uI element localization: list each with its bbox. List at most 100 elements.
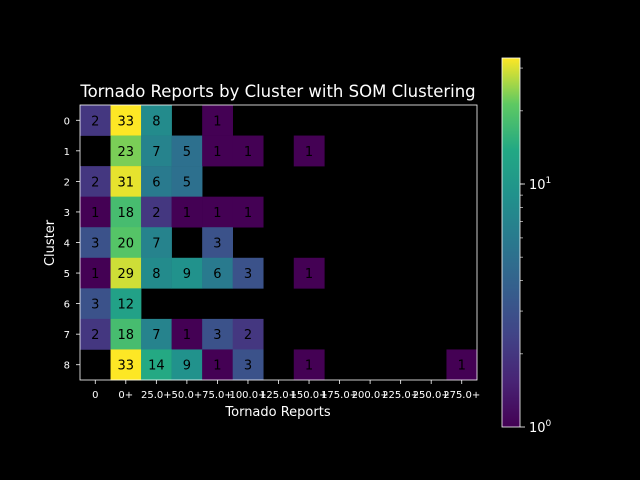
heatmap-cell: [202, 227, 233, 259]
heatmap-cell: [202, 105, 233, 136]
y-tick-label: 3: [64, 208, 70, 219]
y-tick-label: 0: [64, 116, 70, 127]
heatmap-cell: [293, 135, 325, 167]
cell-value-label: 1: [305, 145, 313, 160]
x-tick-label: 50.0+: [172, 390, 203, 401]
heatmap-cell: [171, 135, 203, 167]
cell-value-label: 6: [213, 267, 221, 282]
heatmap-cell: [202, 196, 233, 228]
heatmap-cell: [80, 166, 111, 197]
cell-value-label: 3: [91, 237, 99, 252]
cell-value-label: 8: [152, 114, 160, 129]
cell-value-label: 6: [152, 175, 160, 190]
heatmap-cell: [110, 166, 142, 197]
heatmap-cell: [80, 318, 111, 350]
cell-value-label: 1: [183, 206, 191, 221]
heatmap-cell: [293, 257, 325, 289]
heatmap-cell: [110, 257, 142, 289]
heatmap-cell: [293, 349, 325, 381]
cell-value-label: 8: [152, 267, 160, 282]
cell-value-label: 3: [244, 267, 252, 282]
y-tick-label: 6: [64, 300, 70, 311]
heatmap-cell: [80, 105, 111, 136]
heatmap-cell: [141, 318, 172, 350]
x-axis-ticks: 0 0+ 25.0+ 50.0+ 75.0+100.0+125.0+150.0+175.…: [92, 380, 480, 401]
heatmap-cell: [232, 257, 264, 289]
x-tick-label: 100.0+: [229, 390, 266, 401]
cell-value-label: 1: [91, 206, 99, 221]
cell-value-label: 33: [118, 359, 135, 374]
cell-value-label: 3: [213, 237, 221, 252]
heatmap-cell: [141, 166, 172, 197]
y-axis-ticks: 0 1 2 3 4 5 6 7 8: [64, 116, 80, 372]
heatmap-cell: [110, 349, 142, 381]
cell-value-label: 7: [152, 237, 160, 252]
y-tick-label: 1: [64, 147, 70, 158]
cell-value-label: 20: [118, 237, 135, 252]
x-tick-label: 0+: [118, 390, 133, 401]
x-tick-label: 200.0+: [352, 390, 389, 401]
cell-value-label: 33: [118, 114, 135, 129]
cell-value-label: 7: [152, 145, 160, 160]
heatmap-cell: [171, 166, 203, 197]
cell-value-label: 1: [458, 359, 466, 374]
heatmap-cell: [110, 288, 142, 320]
y-tick-label: 4: [64, 239, 70, 250]
cell-value-label: 2: [91, 175, 99, 190]
cell-value-label: 1: [183, 328, 191, 343]
cell-value-label: 2: [244, 328, 252, 343]
heatmap-cell: [110, 196, 142, 228]
y-tick-label: 2: [64, 177, 70, 188]
y-tick-label: 8: [64, 361, 70, 372]
heatmap-cell: [141, 196, 172, 228]
heatmap-cells: [80, 105, 478, 381]
x-tick-label: 250.0+: [413, 390, 450, 401]
y-tick-label: 7: [64, 330, 70, 341]
cell-value-label: 1: [244, 145, 252, 160]
cell-value-label: 7: [152, 328, 160, 343]
heatmap-cell: [232, 318, 264, 350]
cell-value-label: 2: [91, 328, 99, 343]
chart-title: Tornado Reports by Cluster with SOM Clus…: [79, 82, 475, 101]
x-tick-label: 125.0+: [260, 390, 297, 401]
heatmap-cell: [141, 257, 172, 289]
cell-value-label: 2: [152, 206, 160, 221]
cell-value-label: 1: [244, 206, 252, 221]
cell-value-label: 18: [118, 328, 135, 343]
cell-value-label: 1: [91, 267, 99, 282]
colorbar: [501, 57, 521, 428]
cell-value-label: 9: [183, 359, 191, 374]
heatmap-cell: [202, 318, 233, 350]
cell-value-label: 1: [305, 267, 313, 282]
heatmap-cell: [110, 105, 142, 136]
cell-value-label: 12: [118, 298, 135, 313]
cell-value-label: 31: [118, 175, 135, 190]
x-tick-label: 225.0+: [382, 390, 419, 401]
cell-value-label: 2: [91, 114, 99, 129]
heatmap-cell: [80, 288, 111, 320]
heatmap-cell: [110, 318, 142, 350]
heatmap-cell: [171, 349, 203, 381]
heatmap-cell: [202, 257, 233, 289]
cell-value-label: 18: [118, 206, 135, 221]
cell-value-label: 3: [213, 328, 221, 343]
heatmap-cell: [232, 135, 264, 167]
heatmap-cell: [141, 349, 172, 381]
cell-value-label: 1: [213, 359, 221, 374]
x-tick-label: 150.0+: [291, 390, 328, 401]
cell-value-label: 1: [305, 359, 313, 374]
heatmap-cell: [171, 196, 203, 228]
cell-value-label: 29: [118, 267, 135, 282]
cell-value-label: 23: [118, 145, 135, 160]
heatmap-cell: [80, 257, 111, 289]
heatmap-cell: [171, 318, 203, 350]
heatmap-cell: [202, 349, 233, 381]
cell-value-label: 5: [183, 145, 191, 160]
heatmap-cell-labels: 2 33 8 123 7 5 1 1 12 31 6 51 18 2 1 1 13 20 7 31 29 8 9 6 3 13 12…: [91, 114, 466, 373]
y-axis-label: Cluster: [43, 219, 58, 266]
y-tick-label: 5: [64, 269, 70, 280]
heatmap-cell: [232, 349, 264, 381]
x-tick-label: 25.0+: [141, 390, 172, 401]
x-tick-label: 75.0+: [202, 390, 233, 401]
